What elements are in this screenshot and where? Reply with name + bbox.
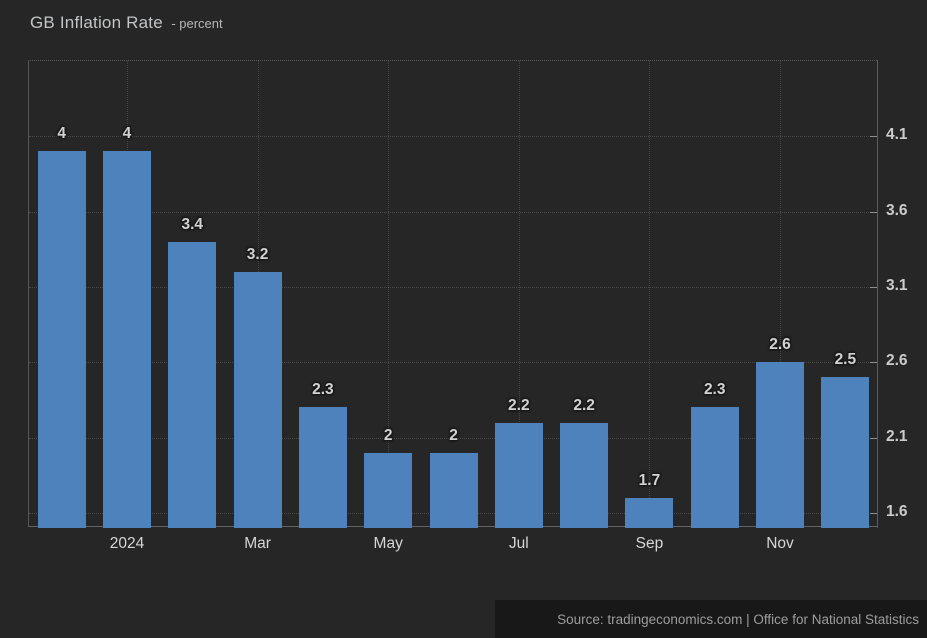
chart-header: GB Inflation Rate - percent bbox=[30, 13, 223, 33]
bar-value-label: 2.3 bbox=[312, 381, 334, 399]
bar[interactable] bbox=[168, 241, 217, 528]
y-axis-line bbox=[877, 60, 878, 528]
gridline-horizontal bbox=[29, 362, 877, 364]
y-axis-tick bbox=[870, 286, 877, 288]
gridline-vertical bbox=[780, 61, 782, 526]
y-axis-tick bbox=[870, 211, 877, 213]
y-axis-label: 1.6 bbox=[886, 502, 908, 520]
bar-value-label: 2.5 bbox=[834, 351, 857, 369]
gridline-horizontal bbox=[29, 286, 877, 288]
x-axis-label: Nov bbox=[766, 535, 794, 552]
x-axis-label: Mar bbox=[244, 535, 271, 552]
bar[interactable] bbox=[494, 422, 543, 528]
bar-value-label: 3.2 bbox=[246, 245, 269, 263]
bar-value-label: 4 bbox=[57, 125, 66, 143]
x-axis-label: Jul bbox=[508, 535, 529, 552]
y-axis-label: 2.6 bbox=[886, 352, 908, 370]
source-attribution: Source: tradingeconomics.com | Office fo… bbox=[557, 611, 919, 627]
gridline-horizontal bbox=[29, 211, 877, 213]
gridline-vertical bbox=[518, 61, 520, 526]
chart-subtitle: - percent bbox=[171, 16, 223, 31]
bar-value-label: 2 bbox=[383, 426, 393, 444]
y-axis-label: 3.6 bbox=[886, 201, 908, 219]
x-axis-label: May bbox=[373, 535, 403, 552]
gridline-vertical bbox=[649, 61, 651, 526]
bar[interactable] bbox=[364, 452, 413, 528]
bar-value-label: 3.4 bbox=[181, 215, 204, 233]
bar-value-label: 2.2 bbox=[508, 396, 530, 414]
bar[interactable] bbox=[821, 377, 870, 528]
bar[interactable] bbox=[756, 362, 805, 528]
y-axis-label: 3.1 bbox=[886, 276, 908, 294]
gridline-horizontal bbox=[29, 136, 877, 138]
y-axis-tick bbox=[870, 136, 877, 138]
bar[interactable] bbox=[560, 422, 609, 528]
y-axis-tick bbox=[870, 437, 877, 439]
x-axis-label: 2024 bbox=[109, 535, 145, 552]
y-axis-tick bbox=[870, 362, 877, 364]
bar[interactable] bbox=[298, 407, 347, 528]
bar-value-label: 4 bbox=[122, 125, 132, 143]
bar-value-label: 2.6 bbox=[769, 336, 791, 354]
bar[interactable] bbox=[233, 271, 282, 528]
bar-value-label: 1.7 bbox=[638, 471, 661, 489]
bar[interactable] bbox=[690, 407, 739, 528]
bar-value-label: 2.2 bbox=[573, 396, 595, 414]
plot-area: 2024 Mar May Jul Sep Nov 4 4 3.4 3.2 2.3 2 2 2.2 2.2 1.… bbox=[28, 60, 877, 552]
gridline-vertical bbox=[388, 61, 390, 526]
gridline-horizontal bbox=[29, 437, 877, 439]
bar[interactable] bbox=[37, 151, 86, 528]
x-axis-label: Sep bbox=[635, 535, 664, 552]
bar[interactable] bbox=[625, 497, 674, 528]
bar[interactable] bbox=[429, 452, 478, 528]
bar[interactable] bbox=[102, 151, 151, 528]
y-axis-label: 2.1 bbox=[886, 427, 908, 445]
y-axis-tick bbox=[870, 512, 877, 514]
source-band: Source: tradingeconomics.com | Office fo… bbox=[495, 600, 927, 638]
chart-title: GB Inflation Rate bbox=[30, 13, 163, 32]
bar-value-label: 2 bbox=[449, 426, 458, 444]
bar-value-label: 2.3 bbox=[703, 381, 726, 399]
y-axis-label: 4.1 bbox=[886, 126, 908, 144]
